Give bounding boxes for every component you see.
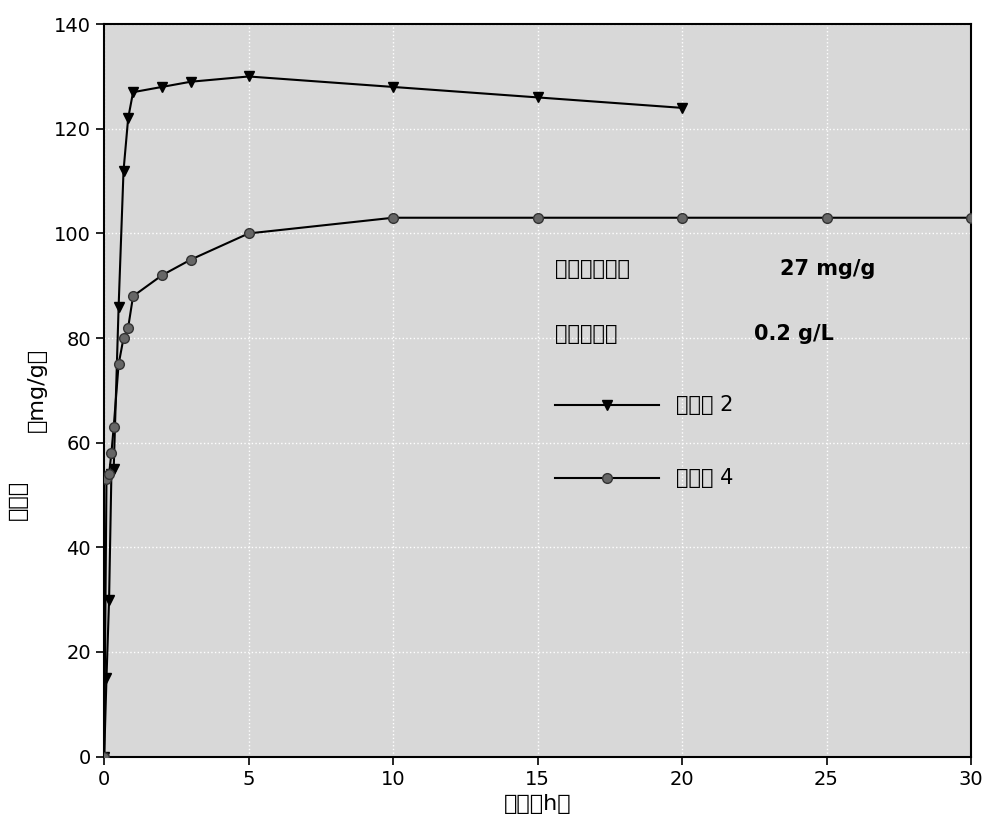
Y-axis label: （mg/g）: （mg/g） (27, 348, 47, 432)
Text: 金属汞离子：: 金属汞离子： (555, 258, 630, 278)
X-axis label: 时间（h）: 时间（h） (504, 794, 571, 814)
Text: 吸附量: 吸附量 (7, 480, 27, 520)
Text: 0.2 g/L: 0.2 g/L (754, 324, 834, 345)
Text: 吸附剂量：: 吸附剂量： (555, 324, 617, 345)
Text: 27 mg/g: 27 mg/g (780, 258, 876, 278)
Text: 对比例 4: 对比例 4 (676, 468, 734, 489)
Text: 实施例 2: 实施例 2 (676, 395, 734, 415)
